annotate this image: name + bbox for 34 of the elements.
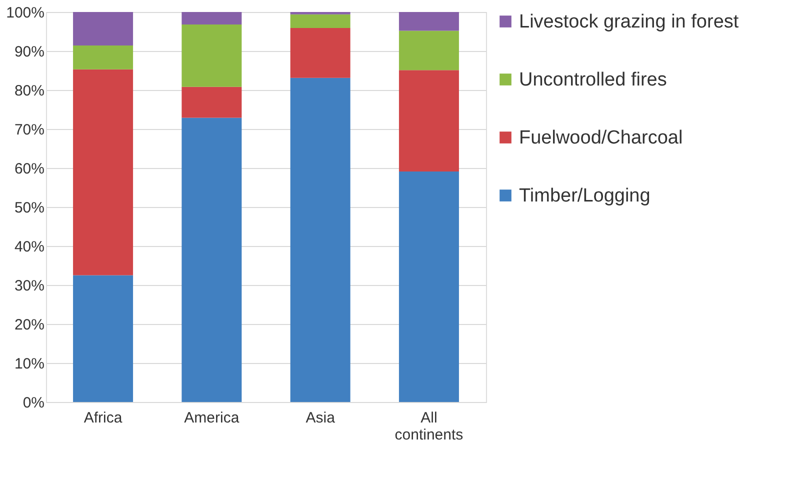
bar [182, 12, 242, 24]
y-tick-label: 40% [14, 238, 44, 256]
y-tick-label: 60% [14, 160, 44, 178]
y-tick-label: 70% [14, 122, 44, 138]
legend-label: Livestock grazing in forest [519, 12, 740, 32]
bar [290, 78, 350, 402]
y-tick-label: 80% [14, 82, 44, 100]
bar [398, 70, 459, 172]
y-tick-label: 0% [22, 394, 44, 412]
bar [290, 28, 350, 78]
y-tick-label: 30% [14, 278, 44, 294]
x-tick-label: Africa [84, 410, 123, 426]
legend-label: Fuelwood/Charcoal [519, 128, 683, 148]
legend-label: Uncontrolled fires [519, 70, 667, 90]
bar [182, 24, 242, 87]
bar [182, 86, 242, 118]
y-tick-label: 90% [14, 44, 44, 60]
bar [73, 12, 134, 46]
bar [73, 275, 134, 402]
y-tick-label: 50% [14, 200, 44, 216]
bar [398, 172, 459, 402]
x-tick-label: Asia [306, 410, 336, 426]
legend-label: Timber/Logging [519, 186, 650, 206]
bar [290, 14, 350, 28]
bar [73, 46, 134, 70]
bar [73, 69, 134, 276]
y-tick-label: 100% [6, 4, 44, 22]
bar [182, 118, 242, 402]
x-tick-label: All continents [394, 410, 464, 444]
bar [398, 12, 459, 31]
y-tick-label: 20% [14, 316, 44, 334]
y-tick-label: 10% [14, 356, 44, 372]
x-tick-label: America [184, 410, 240, 426]
bar [398, 30, 459, 70]
